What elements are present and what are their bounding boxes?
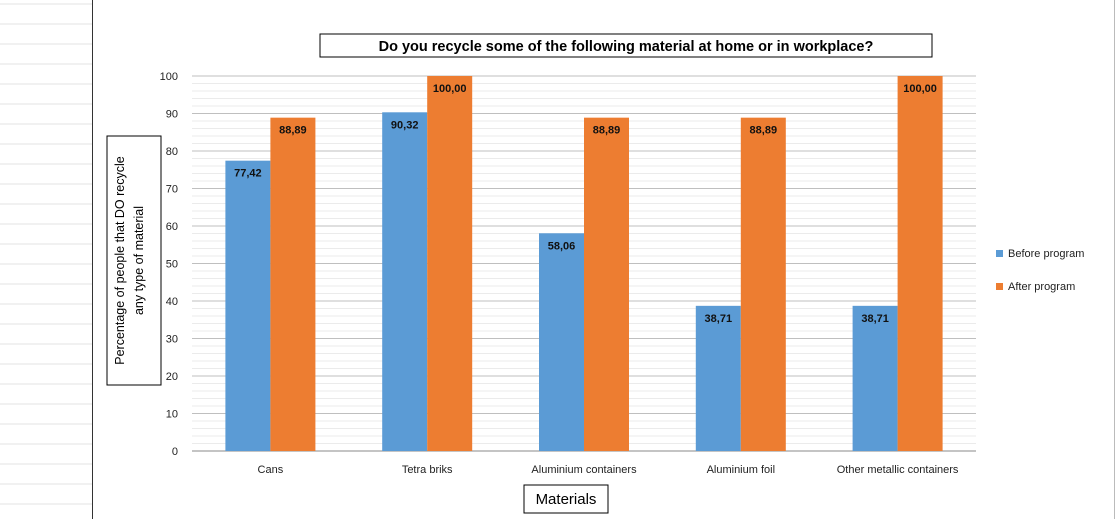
bar-before: [225, 160, 271, 452]
data-label: 100,00: [433, 83, 467, 95]
y-tick-label: 80: [166, 146, 178, 158]
y-tick-labels: 0 10 20 30 40 50 60 70 80 90 100: [160, 71, 178, 458]
bar-after: [427, 76, 473, 451]
y-tick-label: 100: [160, 71, 178, 83]
data-label: 38,71: [861, 313, 889, 325]
data-label: 100,00: [903, 83, 937, 95]
legend-label-before: Before program: [1008, 248, 1084, 260]
y-tick-label: 40: [166, 296, 178, 308]
legend-swatch-after: [996, 283, 1003, 290]
y-tick-label: 90: [166, 109, 178, 121]
y-axis-title-line-1: Percentage of people that DO recycle: [113, 156, 127, 365]
legend: Before program After program: [996, 248, 1084, 293]
y-tick-label: 70: [166, 184, 178, 196]
y-tick-label: 10: [166, 409, 178, 421]
y-axis-title-box: Percentage of people that DO recycle any…: [106, 135, 162, 386]
legend-label-after: After program: [1008, 281, 1075, 293]
chart-title: Do you recycle some of the following mat…: [379, 39, 874, 55]
chart-title-box: Do you recycle some of the following mat…: [319, 33, 933, 58]
y-tick-label: 30: [166, 334, 178, 346]
bars: [225, 76, 943, 452]
bar-after: [897, 76, 943, 451]
x-category-label: Aluminium containers: [531, 464, 637, 476]
data-label: 88,89: [279, 125, 307, 137]
x-axis-title-box: Materials: [523, 484, 609, 514]
data-label: 90,32: [391, 119, 419, 131]
y-tick-label: 60: [166, 221, 178, 233]
x-category-label: Aluminium foil: [707, 464, 775, 476]
x-category-label: Tetra briks: [402, 464, 453, 476]
bar-before: [539, 233, 584, 451]
y-tick-label: 50: [166, 259, 178, 271]
x-category-label: Other metallic containers: [837, 464, 959, 476]
x-category-labels: Cans Tetra briks Aluminium containers Alumi…: [258, 464, 959, 476]
bar-after: [740, 117, 786, 451]
data-label: 58,06: [548, 240, 576, 252]
y-axis-title-line-2: any type of material: [132, 206, 146, 315]
data-label: 77,42: [234, 168, 262, 180]
bar-before: [382, 112, 428, 452]
data-label: 38,71: [705, 313, 733, 325]
legend-swatch-before: [996, 250, 1003, 257]
bar-before: [695, 305, 741, 451]
bar-after: [584, 117, 629, 451]
bar-before: [852, 305, 898, 451]
y-tick-label: 0: [172, 446, 178, 458]
data-label: 88,89: [750, 125, 778, 137]
data-labels: 77,42 88,89 90,32 100,00 58,06 88,89 38,71 88,8…: [234, 83, 937, 325]
data-label: 88,89: [593, 125, 621, 137]
y-tick-label: 20: [166, 371, 178, 383]
x-category-label: Cans: [258, 464, 284, 476]
x-axis-title: Materials: [536, 491, 597, 508]
bar-after: [270, 117, 316, 451]
